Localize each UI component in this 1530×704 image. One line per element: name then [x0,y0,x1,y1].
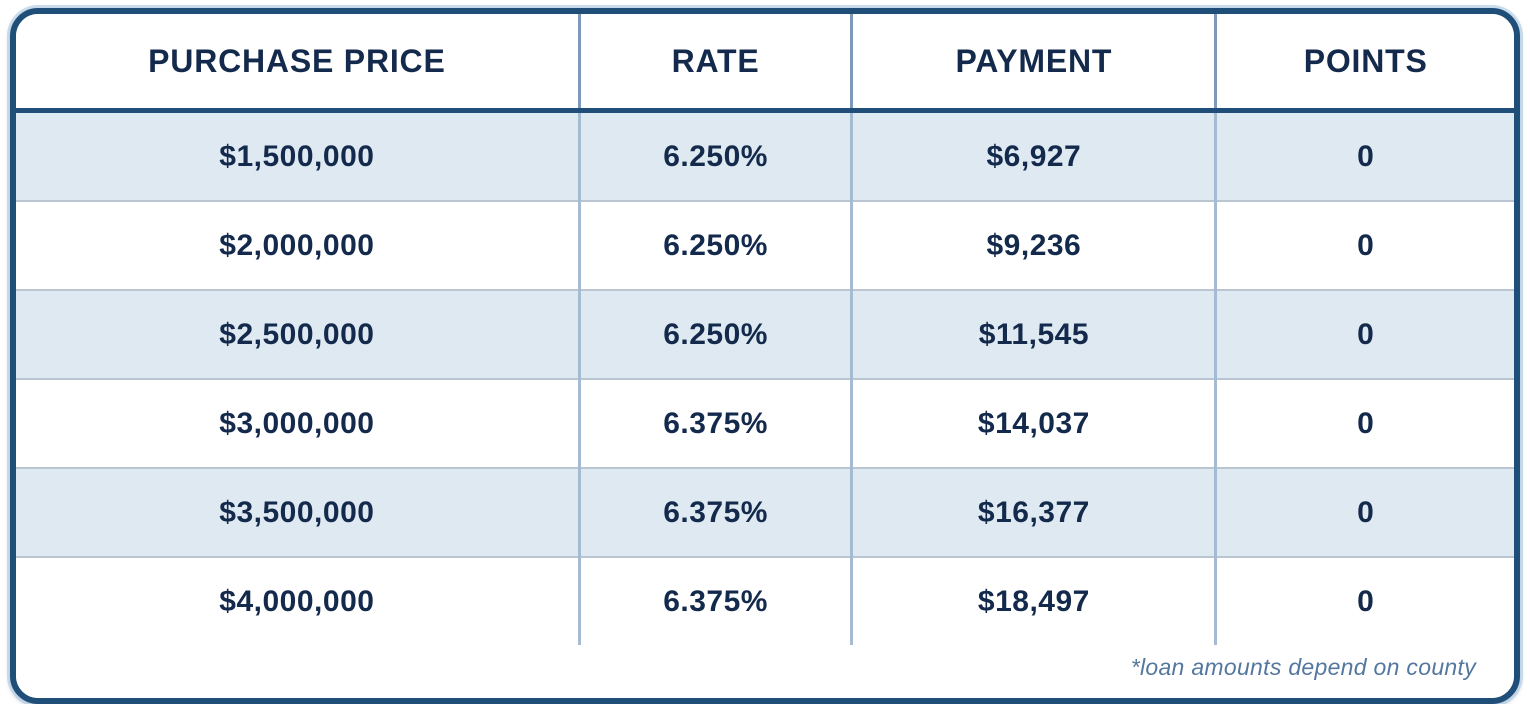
purchase-price-cell: $3,500,000 [16,467,581,557]
purchase-price-cell: $1,500,000 [16,110,581,201]
payment-cell: $9,236 [851,200,1218,290]
column-header-points: POINTS [1215,14,1514,113]
payment-cell: $11,545 [851,289,1218,379]
points-cell: 0 [1215,556,1514,645]
table-row: $4,000,000 6.375% $18,497 0 [16,556,1514,645]
table-row: $2,500,000 6.250% $11,545 0 [16,289,1514,379]
points-cell: 0 [1215,378,1514,468]
payment-cell: $16,377 [851,467,1218,557]
column-header-rate: RATE [579,14,854,113]
column-header-purchase-price: PURCHASE PRICE [16,14,581,113]
purchase-price-cell: $2,000,000 [16,200,581,290]
table-header: PURCHASE PRICE RATE PAYMENT POINTS [16,14,1514,113]
table-body: $1,500,000 6.250% $6,927 0 $2,000,000 6.… [16,110,1514,698]
rate-cell: 6.250% [579,200,854,290]
payment-cell: $6,927 [851,110,1218,201]
purchase-price-cell: $3,000,000 [16,378,581,468]
mortgage-rate-table: PURCHASE PRICE RATE PAYMENT POINTS $1,50… [16,14,1514,698]
header-row: PURCHASE PRICE RATE PAYMENT POINTS [16,14,1514,113]
column-header-payment: PAYMENT [851,14,1218,113]
footer-cell: *loan amounts depend on county [16,645,1514,698]
rate-cell: 6.250% [579,110,854,201]
points-cell: 0 [1215,289,1514,379]
rate-cell: 6.375% [579,378,854,468]
rate-cell: 6.250% [579,289,854,379]
purchase-price-cell: $2,500,000 [16,289,581,379]
points-cell: 0 [1215,467,1514,557]
rate-cell: 6.375% [579,556,854,645]
table-footer-row: *loan amounts depend on county [16,645,1514,698]
rate-table-card: PURCHASE PRICE RATE PAYMENT POINTS $1,50… [10,8,1520,704]
table-row: $3,000,000 6.375% $14,037 0 [16,378,1514,468]
table-row: $1,500,000 6.250% $6,927 0 [16,110,1514,201]
points-cell: 0 [1215,110,1514,201]
rate-cell: 6.375% [579,467,854,557]
payment-cell: $14,037 [851,378,1218,468]
points-cell: 0 [1215,200,1514,290]
table-row: $2,000,000 6.250% $9,236 0 [16,200,1514,290]
purchase-price-cell: $4,000,000 [16,556,581,645]
county-footnote: *loan amounts depend on county [1130,654,1476,680]
table-row: $3,500,000 6.375% $16,377 0 [16,467,1514,557]
payment-cell: $18,497 [851,556,1218,645]
